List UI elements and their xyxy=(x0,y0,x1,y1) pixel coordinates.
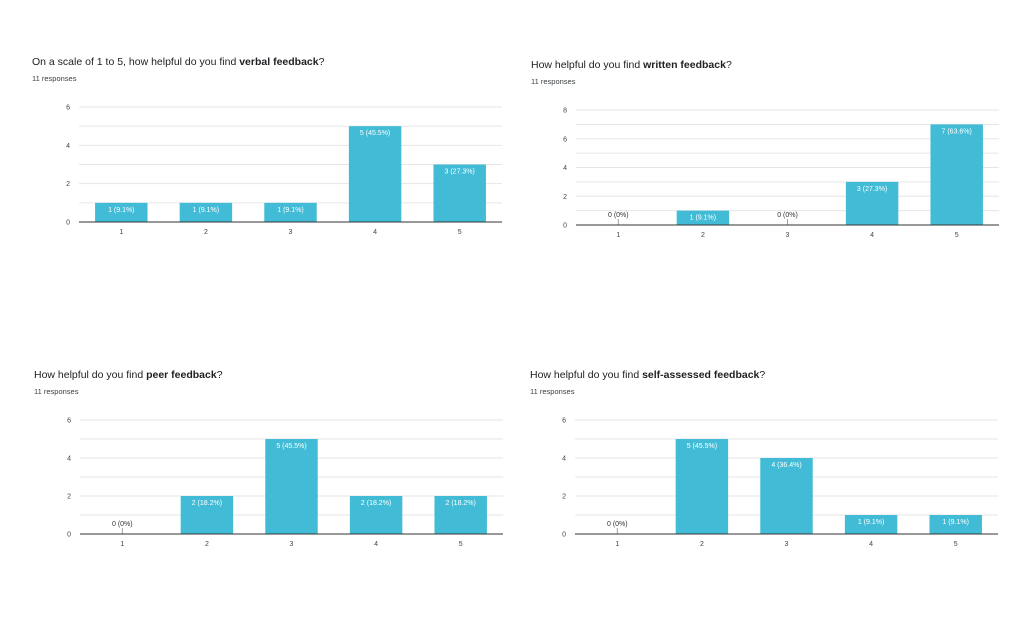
chart-title: How helpful do you find self-assessed fe… xyxy=(530,369,766,381)
response-count: 11 responses xyxy=(34,387,79,396)
chart-panel-peer: How helpful do you find peer feedback? 1… xyxy=(34,369,514,559)
chart-title: How helpful do you find peer feedback? xyxy=(34,369,223,381)
chart-panel-self-assessed: How helpful do you find self-assessed fe… xyxy=(530,369,1010,559)
response-count: 11 responses xyxy=(531,77,576,86)
chart-panel-written: How helpful do you find written feedback… xyxy=(531,59,1011,249)
chart-title: How helpful do you find written feedback… xyxy=(531,59,732,71)
chart-panel-verbal: On a scale of 1 to 5, how helpful do you… xyxy=(32,56,512,246)
response-count: 11 responses xyxy=(32,74,77,83)
chart-title: On a scale of 1 to 5, how helpful do you… xyxy=(32,56,325,68)
response-count: 11 responses xyxy=(530,387,575,396)
